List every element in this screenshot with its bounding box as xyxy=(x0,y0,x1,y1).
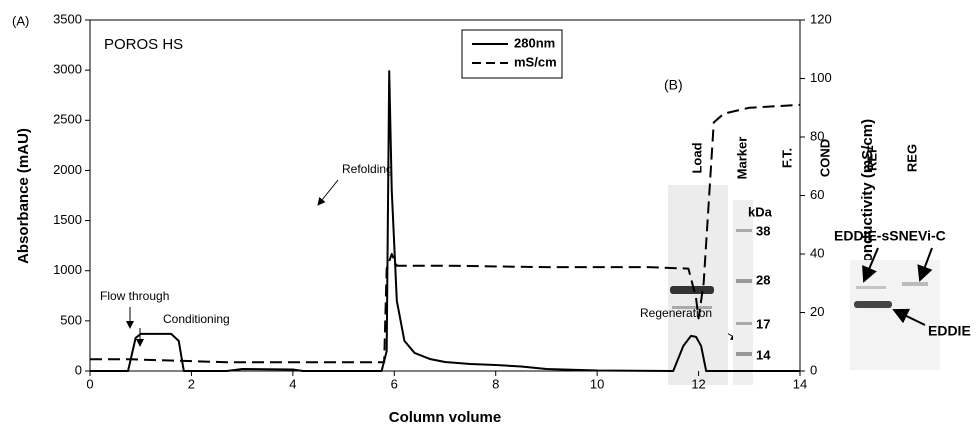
y-tick-label: 1000 xyxy=(53,262,82,277)
lane-label: REF xyxy=(864,145,879,171)
x-tick-label: 4 xyxy=(289,376,296,391)
chart-title: POROS HS xyxy=(104,36,183,53)
annotation: Refolding xyxy=(342,162,393,176)
marker-size: 38 xyxy=(756,223,770,238)
y-tick-label: 500 xyxy=(60,312,82,327)
x-axis-label: Column volume xyxy=(389,409,502,426)
band-label: EDDIE-sSNEVi-C xyxy=(834,228,946,244)
y2-tick-label: 20 xyxy=(810,304,824,319)
x-tick-label: 2 xyxy=(188,376,195,391)
gel-band xyxy=(736,229,752,232)
gel-band xyxy=(736,352,752,356)
gel-band xyxy=(670,286,714,294)
gel-band xyxy=(736,322,752,325)
y-tick-label: 3500 xyxy=(53,11,82,26)
gel-band xyxy=(854,301,892,308)
gel-band xyxy=(856,286,886,289)
x-tick-label: 6 xyxy=(391,376,398,391)
legend-label: 280nm xyxy=(514,35,555,50)
y-tick-label: 0 xyxy=(75,362,82,377)
lane-label: COND xyxy=(817,139,832,177)
marker-size: 28 xyxy=(756,272,770,287)
annotation: Flow through xyxy=(100,289,169,303)
panel-label: (B) xyxy=(664,77,683,93)
y2-tick-label: 0 xyxy=(810,362,817,377)
figure: (A) POROS HS Column volume Absorbance (m… xyxy=(0,0,980,431)
legend-label: mS/cm xyxy=(514,54,557,69)
lane-label: F.T. xyxy=(779,148,794,168)
panel-label: (A) xyxy=(12,13,29,28)
gel-band xyxy=(736,279,752,283)
gel-lane xyxy=(668,185,728,385)
y-axis-label: Absorbance (mAU) xyxy=(15,128,32,264)
gel-lane xyxy=(850,260,940,370)
lane-label: REG xyxy=(904,144,919,172)
annotation: Regeneration xyxy=(640,306,712,320)
x-tick-label: 10 xyxy=(590,376,604,391)
x-tick-label: 8 xyxy=(492,376,499,391)
y2-axis-label: Conductivity (mS/cm) xyxy=(859,119,876,273)
x-tick-label: 0 xyxy=(86,376,93,391)
marker-size: 17 xyxy=(756,316,770,331)
y2-tick-label: 60 xyxy=(810,187,824,202)
band-label: EDDIE xyxy=(928,323,971,339)
marker-size: 14 xyxy=(756,347,771,362)
gel-lane xyxy=(733,200,753,385)
x-tick-label: 14 xyxy=(793,376,807,391)
y2-tick-label: 100 xyxy=(810,70,832,85)
y-tick-label: 2000 xyxy=(53,162,82,177)
y-tick-label: 2500 xyxy=(53,112,82,127)
y-tick-label: 1500 xyxy=(53,212,82,227)
annotation: Conditioning xyxy=(163,312,230,326)
lane-label: Load xyxy=(689,142,704,173)
marker-unit: kDa xyxy=(748,204,773,219)
x-tick-label: 12 xyxy=(691,376,705,391)
y-tick-label: 3000 xyxy=(53,62,82,77)
gel-band xyxy=(902,282,928,286)
y2-tick-label: 40 xyxy=(810,245,824,260)
y2-tick-label: 120 xyxy=(810,11,832,26)
annotation-arrow xyxy=(318,180,338,205)
lane-label: Marker xyxy=(734,137,749,180)
